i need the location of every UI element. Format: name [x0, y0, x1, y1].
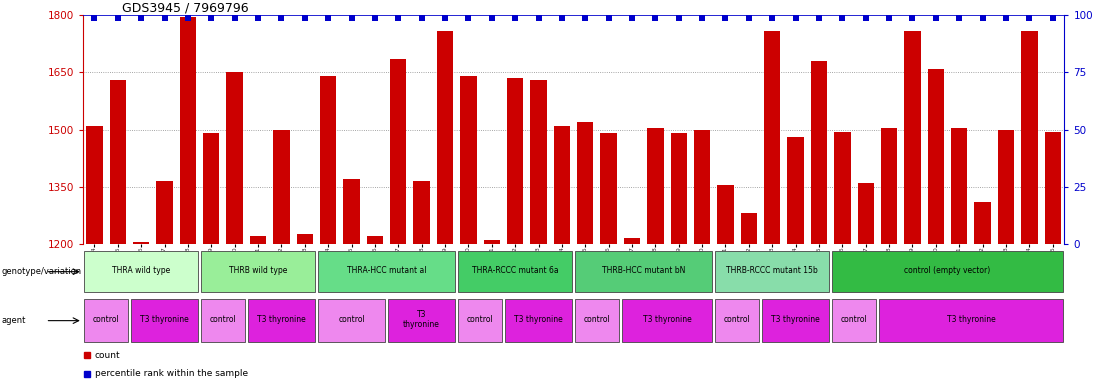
Bar — [343, 179, 360, 244]
Bar — [318, 300, 385, 342]
Bar — [460, 76, 476, 244]
Bar — [834, 131, 850, 244]
Bar — [951, 128, 967, 244]
Text: genotype/variation: genotype/variation — [1, 267, 82, 276]
Text: GDS3945 / 7969796: GDS3945 / 7969796 — [122, 1, 248, 14]
Bar — [575, 300, 619, 342]
Bar — [201, 300, 245, 342]
Bar — [694, 129, 710, 244]
Bar — [505, 300, 572, 342]
Bar — [832, 252, 1063, 292]
Text: T3 thyronine: T3 thyronine — [514, 315, 563, 324]
Bar — [928, 69, 944, 244]
Text: T3
thyronine: T3 thyronine — [404, 310, 440, 329]
Bar — [715, 252, 829, 292]
Bar — [458, 300, 502, 342]
Bar — [388, 300, 456, 342]
Text: count: count — [95, 351, 120, 360]
Bar — [764, 31, 781, 244]
Bar — [624, 238, 640, 244]
Bar — [157, 181, 173, 244]
Bar — [437, 31, 453, 244]
Text: control: control — [93, 315, 119, 324]
Bar — [575, 252, 713, 292]
Text: control: control — [339, 315, 365, 324]
Text: THRA-RCCC mutant 6a: THRA-RCCC mutant 6a — [472, 266, 558, 275]
Text: T3 thyronine: T3 thyronine — [643, 315, 692, 324]
Bar — [762, 300, 829, 342]
Bar — [832, 300, 876, 342]
Bar — [201, 252, 315, 292]
Bar — [458, 252, 572, 292]
Text: control: control — [724, 315, 750, 324]
Bar — [203, 133, 219, 244]
Bar — [131, 300, 199, 342]
Bar — [180, 17, 196, 244]
Bar — [531, 80, 547, 244]
Bar — [879, 300, 1063, 342]
Bar — [84, 300, 128, 342]
Bar — [109, 80, 126, 244]
Bar — [226, 73, 243, 244]
Text: THRB wild type: THRB wild type — [228, 266, 287, 275]
Bar — [622, 300, 713, 342]
Bar — [274, 129, 290, 244]
Bar — [414, 181, 430, 244]
Bar — [904, 31, 921, 244]
Bar — [600, 133, 617, 244]
Text: THRA wild type: THRA wild type — [113, 266, 170, 275]
Bar — [1045, 131, 1061, 244]
Bar — [483, 240, 500, 244]
Text: T3 thyronine: T3 thyronine — [946, 315, 995, 324]
Bar — [647, 128, 664, 244]
Bar — [741, 214, 757, 244]
Text: THRA-HCC mutant al: THRA-HCC mutant al — [346, 266, 427, 275]
Bar — [86, 126, 103, 244]
Text: control: control — [467, 315, 493, 324]
Bar — [84, 252, 199, 292]
Text: THRB-HCC mutant bN: THRB-HCC mutant bN — [602, 266, 685, 275]
Bar — [715, 300, 759, 342]
Bar — [390, 59, 406, 244]
Bar — [250, 236, 266, 244]
Text: T3 thyronine: T3 thyronine — [771, 315, 820, 324]
Bar — [577, 122, 593, 244]
Text: control: control — [840, 315, 867, 324]
Bar — [248, 300, 315, 342]
Bar — [811, 61, 827, 244]
Text: percentile rank within the sample: percentile rank within the sample — [95, 369, 248, 378]
Bar — [974, 202, 990, 244]
Bar — [507, 78, 523, 244]
Bar — [857, 183, 874, 244]
Bar — [998, 129, 1014, 244]
Bar — [318, 252, 456, 292]
Bar — [671, 133, 687, 244]
Bar — [554, 126, 570, 244]
Bar — [320, 76, 336, 244]
Bar — [788, 137, 804, 244]
Text: T3 thyronine: T3 thyronine — [257, 315, 306, 324]
Bar — [366, 236, 383, 244]
Text: control: control — [210, 315, 236, 324]
Bar — [133, 242, 149, 244]
Text: T3 thyronine: T3 thyronine — [140, 315, 189, 324]
Text: control: control — [583, 315, 610, 324]
Text: THRB-RCCC mutant 15b: THRB-RCCC mutant 15b — [727, 266, 818, 275]
Text: control (empty vector): control (empty vector) — [904, 266, 990, 275]
Bar — [297, 234, 313, 244]
Bar — [1021, 31, 1038, 244]
Text: agent: agent — [1, 316, 25, 325]
Bar — [881, 128, 897, 244]
Bar — [717, 185, 733, 244]
